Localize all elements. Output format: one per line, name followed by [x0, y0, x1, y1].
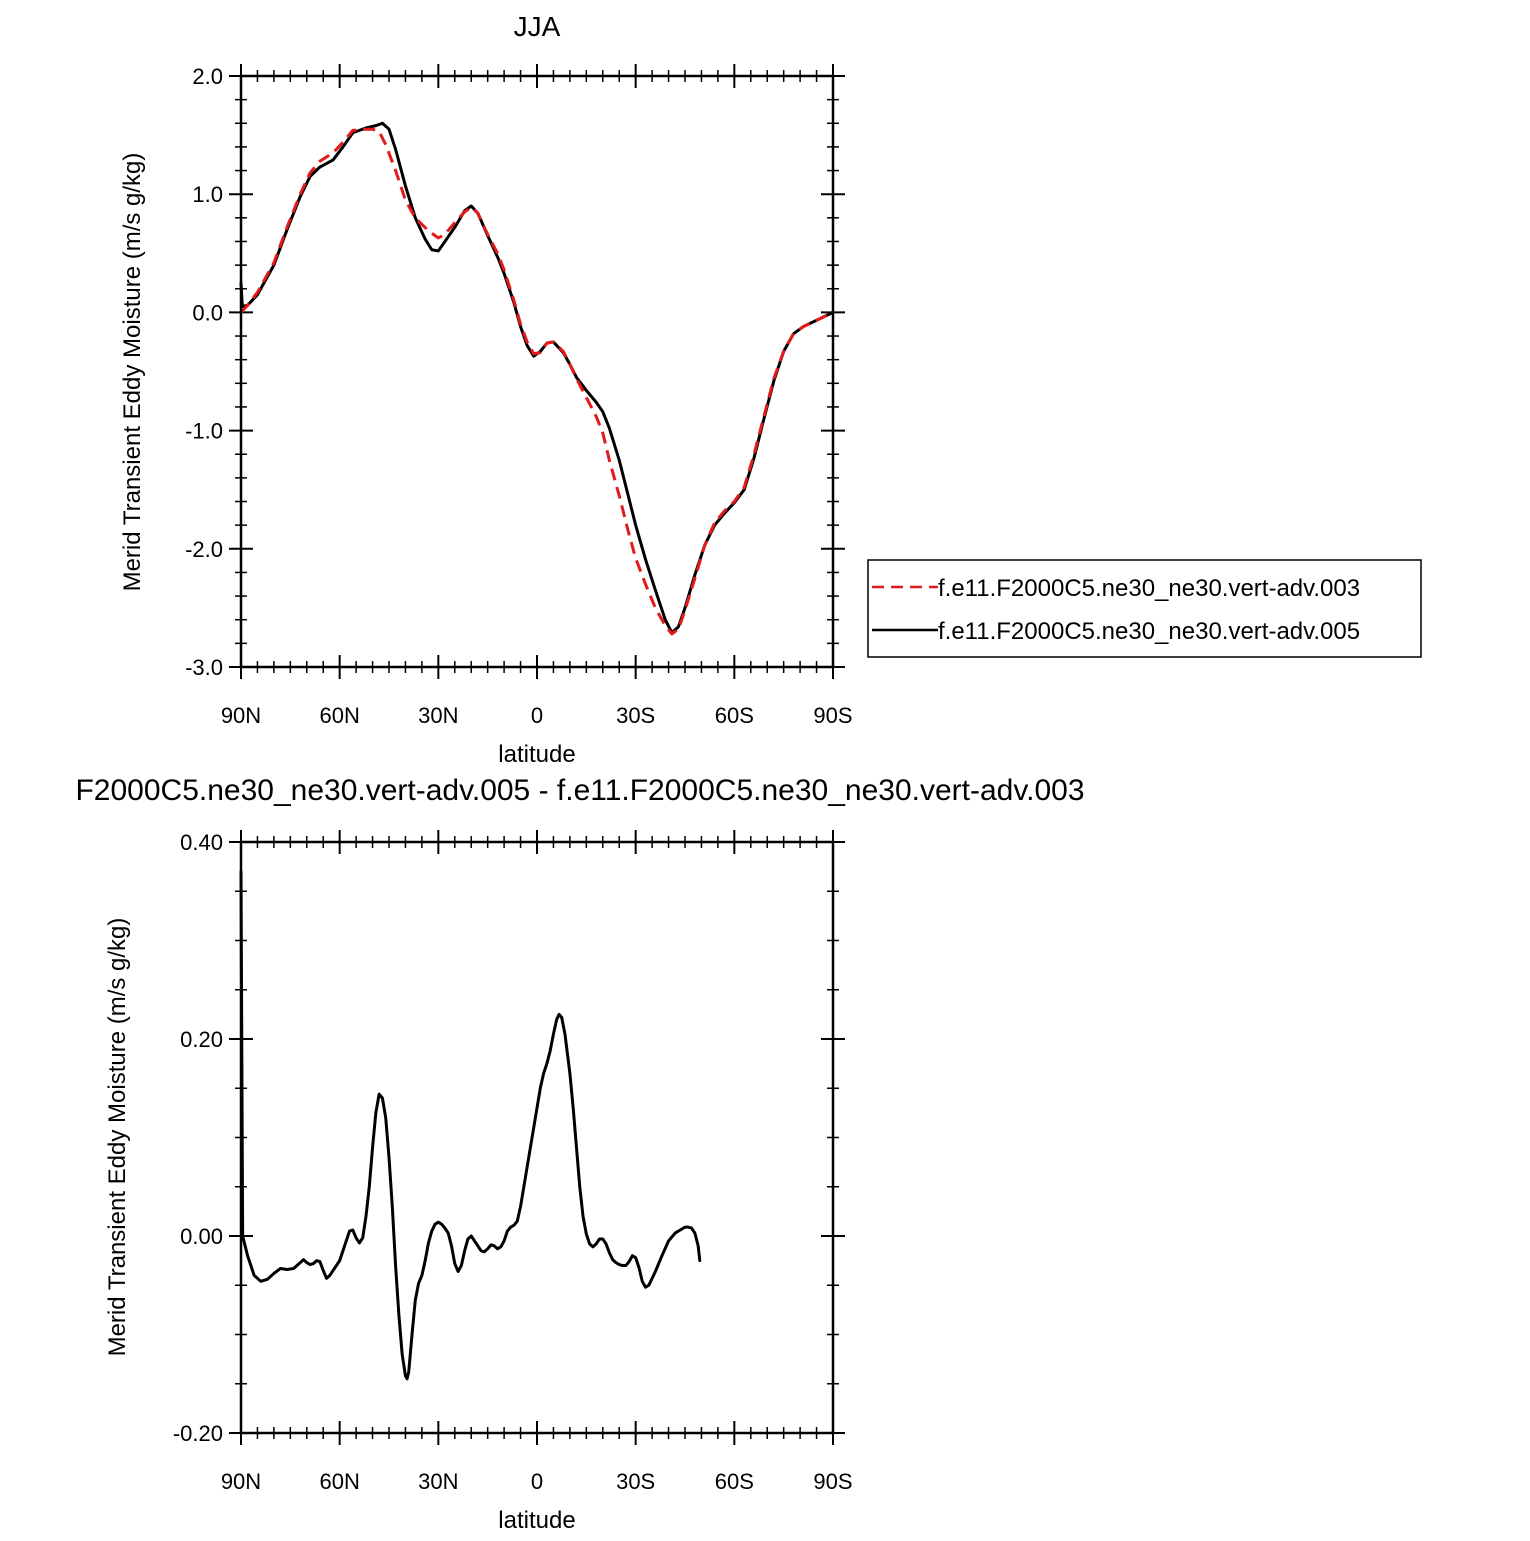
legend: f.e11.F2000C5.ne30_ne30.vert-adv.003 f.e… — [867, 559, 1422, 658]
top-y-tick-label: -1.0 — [185, 419, 223, 444]
bottom-series-lines — [239, 870, 702, 1381]
top-y-tick-label: 1.0 — [192, 182, 223, 207]
bottom-x-tick-label: 60S — [715, 1469, 754, 1494]
top-series-lines — [239, 121, 835, 636]
bottom-panel: F2000C5.ne30_ne30.vert-adv.005 - f.e11.F… — [75, 774, 1084, 1534]
bottom-plot-frame — [239, 840, 835, 1435]
top-x-tick-label: 90N — [221, 703, 261, 728]
top-x-tick-label: 30N — [418, 703, 458, 728]
top-x-tick-label: 0 — [531, 703, 543, 728]
bottom-y-tick-label: 0.00 — [180, 1224, 223, 1249]
bottom-x-tick-label: 90S — [813, 1469, 852, 1494]
top-x-tick-label: 60N — [319, 703, 359, 728]
top-x-tick-label: 60S — [715, 703, 754, 728]
top-y-tick-label: -3.0 — [185, 655, 223, 680]
bottom-series-line-solid-0 — [239, 870, 702, 1381]
bottom-chart-title: F2000C5.ne30_ne30.vert-adv.005 - f.e11.F… — [75, 774, 1084, 807]
bottom-x-tick-label: 0 — [531, 1469, 543, 1494]
legend-entry-005: f.e11.F2000C5.ne30_ne30.vert-adv.005 — [938, 618, 1360, 645]
top-y-tick-label: -2.0 — [185, 537, 223, 562]
top-panel: JJA Merid Transient Eddy Moisture (m/s g… — [119, 11, 853, 768]
bottom-x-tick-label: 60N — [319, 1469, 359, 1494]
bottom-y-tick-label: -0.20 — [173, 1421, 223, 1446]
bottom-y-tick-label: 0.20 — [180, 1027, 223, 1052]
top-chart-title: JJA — [514, 11, 561, 42]
bottom-x-tick-label: 30N — [418, 1469, 458, 1494]
legend-entry-003: f.e11.F2000C5.ne30_ne30.vert-adv.003 — [938, 575, 1360, 602]
bottom-x-axis-label: latitude — [498, 1507, 575, 1534]
bottom-y-tick-label: 0.40 — [180, 830, 223, 855]
top-x-axis-label: latitude — [498, 741, 575, 768]
top-plot-frame — [239, 74, 835, 669]
top-series-line-dashed-0 — [239, 127, 834, 636]
bottom-x-tick-label: 30S — [616, 1469, 655, 1494]
bottom-x-tick-label: 90N — [221, 1469, 261, 1494]
bottom-tick-labels: 0.40 0.20 0.00 -0.20 90N 60N 30N 0 30S 60S 90S — [173, 830, 853, 1494]
top-x-tick-label: 90S — [813, 703, 852, 728]
top-grid-ticks — [229, 64, 845, 679]
top-y-tick-label: 2.0 — [192, 64, 223, 89]
top-tick-labels: 2.0 1.0 0.0 -1.0 -2.0 -3.0 90N 60N 30N 0 30S 60S 90S — [185, 64, 853, 728]
top-y-axis-label: Merid Transient Eddy Moisture (m/s g/kg) — [119, 153, 146, 592]
legend-box — [867, 559, 1422, 658]
top-y-tick-label: 0.0 — [192, 300, 223, 325]
top-series-line-solid-1 — [239, 121, 835, 635]
top-x-tick-label: 30S — [616, 703, 655, 728]
bottom-y-axis-label: Merid Transient Eddy Moisture (m/s g/kg) — [104, 918, 131, 1357]
bottom-grid-ticks — [229, 830, 845, 1445]
